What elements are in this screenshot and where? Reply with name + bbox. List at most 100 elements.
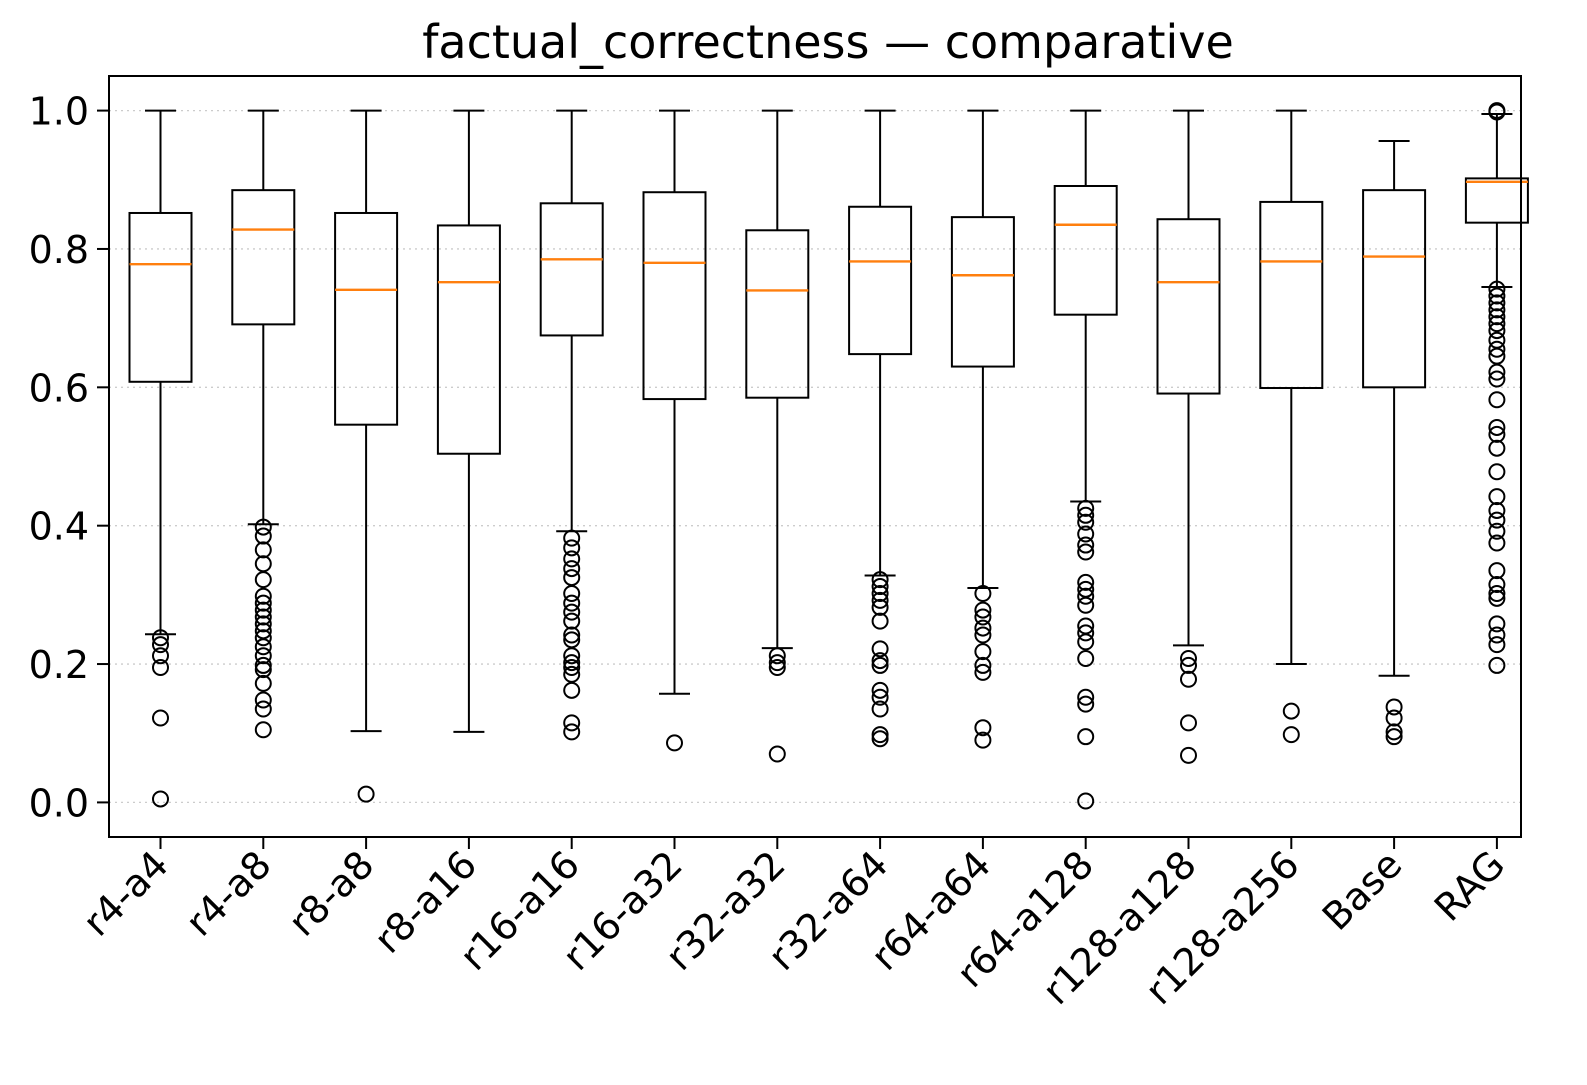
outlier-point (1488, 584, 1506, 602)
box-r16-a16 (539, 109, 604, 533)
plot-area-frame (108, 75, 1522, 838)
y-tick-label: 0.8 (29, 228, 89, 272)
outlier-point (254, 661, 272, 679)
outlier-point (1488, 501, 1506, 519)
outlier-point (1385, 698, 1403, 716)
outlier-point (254, 691, 272, 709)
box-r8-a8 (334, 109, 399, 733)
outlier-point (1488, 287, 1506, 305)
outlier-point (563, 659, 581, 677)
fliers-r4-a8 (254, 518, 272, 739)
fliers-r8-a8 (357, 785, 375, 803)
outlier-point (254, 527, 272, 545)
outlier-point (1077, 506, 1095, 524)
outlier-point (1488, 488, 1506, 506)
outlier-point (152, 629, 169, 647)
fliers-RAG (1488, 102, 1506, 674)
outlier-point (1077, 792, 1095, 810)
box-r32-a64 (848, 109, 913, 577)
outlier-point (1385, 709, 1403, 727)
box-RAG (1464, 113, 1529, 289)
fliers-r32-a64 (871, 571, 889, 748)
outlier-point (974, 656, 992, 674)
outlier-point (563, 654, 581, 672)
outlier-point (871, 584, 889, 602)
outlier-point (1488, 370, 1506, 388)
fliers-r32-a32 (768, 647, 786, 763)
outlier-point (1385, 728, 1403, 746)
outlier-point (1488, 308, 1506, 326)
outlier-point (254, 629, 272, 647)
outlier-point (974, 643, 992, 661)
outlier-point (357, 785, 375, 803)
outlier-point (1077, 633, 1095, 651)
outlier-point (974, 663, 992, 681)
outlier-point (152, 636, 169, 654)
outlier-point (1180, 650, 1197, 668)
outlier-point (871, 726, 889, 744)
box-r64-a128 (1053, 109, 1118, 503)
box-r16-a32 (642, 109, 707, 695)
outlier-point (254, 608, 272, 626)
iqr-box (436, 224, 501, 455)
outlier-point (871, 656, 889, 674)
outlier-point (1488, 425, 1506, 443)
outlier-point (1282, 702, 1300, 720)
outlier-point (254, 615, 272, 633)
iqr-box (1259, 200, 1324, 390)
iqr-box (128, 211, 193, 383)
outlier-point (254, 647, 272, 665)
outlier-point (254, 601, 272, 619)
fliers-r4-a4 (152, 629, 169, 808)
outlier-point (1488, 463, 1506, 481)
outlier-point (768, 659, 786, 677)
y-tick-label: 0.2 (29, 643, 89, 687)
outlier-point (1488, 301, 1506, 319)
outlier-point (1180, 746, 1197, 764)
outlier-point (1488, 103, 1506, 121)
iqr-box (950, 216, 1015, 368)
outlier-point (1077, 596, 1095, 614)
outlier-point (871, 612, 889, 630)
box-r128-a128 (1156, 109, 1221, 647)
outlier-point (254, 518, 272, 536)
outlier-point (871, 681, 889, 699)
outlier-point (1488, 589, 1506, 607)
outlier-point (1488, 363, 1506, 381)
outliers (152, 102, 1506, 810)
outlier-point (563, 626, 581, 644)
outlier-point (254, 571, 272, 589)
outlier-point (563, 714, 581, 732)
outlier-point (563, 681, 581, 699)
outlier-point (254, 700, 272, 718)
outlier-point (1180, 714, 1197, 732)
outlier-point (1488, 511, 1506, 529)
outlier-point (1077, 695, 1095, 713)
iqr-box (848, 205, 913, 356)
outlier-point (1077, 543, 1095, 561)
outlier-point (1077, 650, 1095, 668)
outlier-point (1077, 728, 1095, 746)
outlier-point (1077, 536, 1095, 554)
outlier-point (768, 745, 786, 763)
box-r4-a4 (128, 109, 193, 636)
outlier-point (1488, 534, 1506, 552)
outlier-point (563, 723, 581, 741)
outlier-point (1077, 688, 1095, 706)
outlier-point (974, 619, 992, 637)
outlier-point (563, 603, 581, 621)
outlier-point (1077, 573, 1095, 591)
outlier-point (1077, 624, 1095, 642)
outlier-point (1488, 391, 1506, 409)
outlier-point (974, 601, 992, 619)
outlier-point (152, 790, 169, 808)
outlier-point (871, 700, 889, 718)
outlier-point (152, 659, 169, 677)
y-tick-label: 0.0 (29, 781, 89, 825)
iqr-box (334, 211, 399, 426)
outlier-point (563, 647, 581, 665)
iqr-box (745, 229, 810, 399)
outlier-point (1488, 294, 1506, 312)
iqr-box (1156, 218, 1221, 395)
